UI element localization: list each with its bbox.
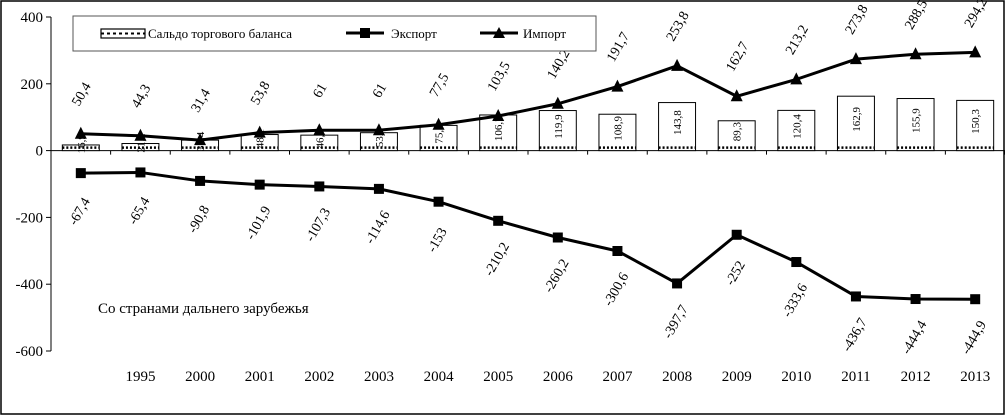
series-line	[80, 50, 976, 142]
data-point	[910, 294, 921, 305]
y-tick-label: -600	[16, 344, 44, 360]
chart-annotation: Со странами дальнего зарубежья	[98, 301, 309, 317]
data-point	[74, 126, 87, 139]
bar-value-label: 119,9	[553, 114, 565, 139]
data-point	[134, 128, 147, 141]
bar-value-label: 89,3	[732, 122, 744, 142]
bar-value-label: 143,8	[672, 110, 684, 135]
data-point	[671, 58, 684, 71]
data-point	[612, 246, 623, 257]
bar-value-label: 108,9	[612, 116, 624, 141]
x-tick-label: 2008	[662, 369, 692, 385]
bar-value-label: 48,1	[255, 129, 267, 148]
bar	[777, 109, 816, 152]
data-point	[672, 278, 683, 289]
bar-value-label: 106,7	[493, 116, 505, 141]
x-tick-label: 2001	[245, 369, 275, 385]
bar	[658, 102, 697, 152]
data-point	[75, 168, 86, 179]
data-point	[195, 175, 206, 186]
data-point	[969, 45, 982, 58]
bar-value-label: 46,3	[314, 129, 326, 149]
x-tick-label: 2002	[304, 369, 334, 385]
bar-value-label: 16,9	[76, 134, 88, 154]
data-point	[432, 117, 445, 130]
data-point	[791, 257, 802, 268]
data-point	[194, 133, 207, 146]
data-point	[909, 47, 922, 60]
data-point	[552, 232, 563, 243]
data-point	[372, 123, 385, 136]
data-point	[253, 125, 266, 138]
bar	[836, 95, 875, 152]
import-value-label: 61	[370, 81, 390, 101]
bar-value-label: 31,4	[195, 131, 207, 151]
bar	[956, 99, 995, 152]
data-point	[790, 72, 803, 85]
bar-value-label: 162,9	[851, 107, 863, 132]
legend-label-export: Экспорт	[391, 26, 437, 41]
x-tick-label: 2004	[424, 369, 455, 385]
data-point	[611, 79, 624, 92]
x-tick-label: 2007	[602, 369, 633, 385]
bar	[717, 120, 756, 152]
bar	[538, 110, 577, 152]
data-point	[433, 196, 444, 207]
bar-value-label: 150,3	[970, 109, 982, 134]
bar-value-label: 75,5	[434, 124, 446, 144]
series-line	[80, 170, 976, 301]
data-point	[314, 181, 325, 192]
data-point	[731, 229, 742, 240]
legend: Сальдо торгового баланса Экспорт Импорт	[72, 15, 597, 52]
data-point	[970, 294, 981, 305]
bar	[598, 113, 637, 152]
data-point	[492, 109, 505, 122]
data-point	[849, 52, 862, 65]
legend-label-import: Импорт	[523, 26, 566, 41]
data-point	[493, 215, 504, 226]
x-tick-label: 2005	[483, 369, 513, 385]
data-point	[373, 183, 384, 194]
legend-swatch-export-marker	[360, 28, 370, 38]
import-value-label: 61	[311, 81, 331, 101]
data-point	[135, 167, 146, 178]
y-tick-label: 200	[21, 77, 44, 93]
x-tick-label: 2000	[185, 369, 215, 385]
data-point	[254, 179, 265, 190]
bar-value-label: 21,2	[135, 133, 147, 152]
data-point	[551, 96, 564, 109]
y-tick-label: 400	[21, 10, 44, 26]
x-tick-label: 2003	[364, 369, 394, 385]
legend-swatch-import-marker	[493, 27, 505, 38]
bar-value-label: 120,4	[791, 114, 803, 139]
data-point	[730, 89, 743, 102]
bar-value-label: 155,9	[911, 108, 923, 133]
x-tick-label: 2006	[543, 369, 574, 385]
x-tick-label: 2009	[722, 369, 752, 385]
x-tick-label: 2012	[901, 369, 931, 385]
y-tick-label: -200	[16, 210, 44, 226]
data-point	[850, 291, 861, 302]
bar-value-label: 53,6	[374, 128, 386, 148]
y-tick-label: 0	[36, 144, 44, 160]
legend-label-balance: Сальдо торгового баланса	[148, 26, 292, 41]
x-tick-label: 2010	[781, 369, 811, 385]
x-tick-label: 2013	[960, 369, 990, 385]
data-point	[313, 123, 326, 136]
x-tick-label: 1995	[125, 369, 155, 385]
x-tick-label: 2011	[841, 369, 870, 385]
y-tick-label: -400	[16, 277, 44, 293]
bar	[896, 98, 935, 152]
